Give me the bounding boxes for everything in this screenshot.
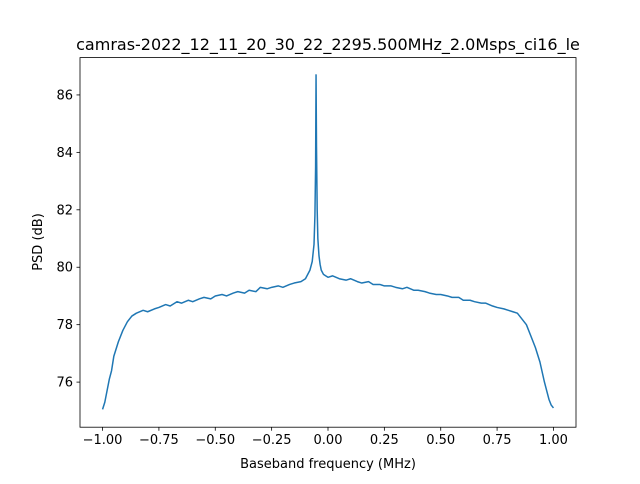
y-tick-label: 86 [56,88,73,103]
x-tick-label: −0.25 [252,433,292,448]
x-tick-label: −0.75 [139,433,179,448]
chart-title: camras-2022_12_11_20_30_22_2295.500MHz_2… [76,35,580,55]
x-axis-label: Baseband frequency (MHz) [240,457,416,472]
x-tick-label: 0.75 [483,433,512,448]
x-tick-label: 1.00 [539,433,568,448]
y-tick-label: 80 [56,261,73,276]
y-tick-label: 78 [56,318,73,333]
x-tick-label: 0.00 [314,433,343,448]
x-tick-label: −0.50 [195,433,235,448]
x-tick-label: 0.50 [426,433,455,448]
y-tick-label: 76 [56,376,73,391]
y-tick-label: 84 [56,146,73,161]
plot-frame [79,57,577,428]
y-tick-label: 82 [56,203,73,218]
x-tick-label: 0.25 [370,433,399,448]
data-line [101,74,555,410]
x-tick-label: −1.00 [83,433,123,448]
y-axis-label: PSD (dB) [31,213,46,271]
